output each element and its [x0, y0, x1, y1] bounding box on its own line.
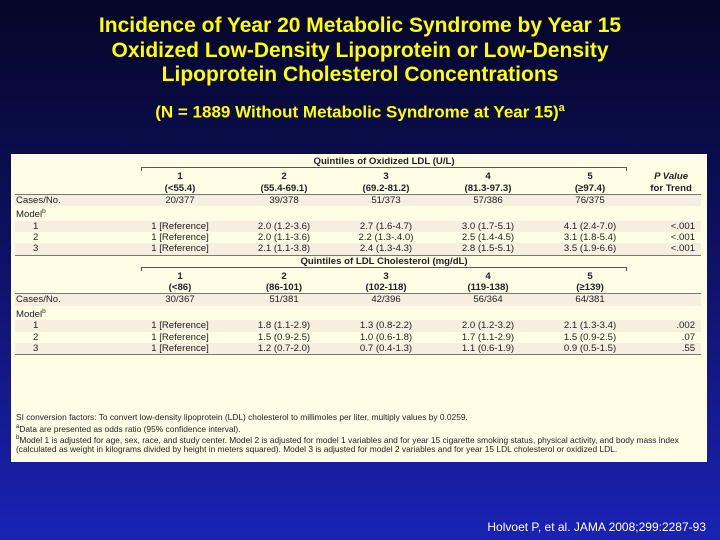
oxldl-col-3: 3: [383, 171, 389, 183]
table-row: 2 1 [Reference] 2.0 (1.1-3.6) 2.2 (1.3-.…: [33, 231, 696, 243]
footnote-si: SI conversion factors: To convert low-de…: [16, 412, 468, 422]
oxldl-cases-1: 20/377: [127, 194, 233, 207]
oxldl-cases-row: Cases/No. 20/377 39/378 51/373 57/386 76…: [15, 194, 702, 207]
table-footnotes: SI conversion factors: To convert low-de…: [16, 412, 702, 455]
title-line-2: Oxidized Low-Density Lipoprotein or Low-…: [111, 38, 609, 62]
ldlc-cases-row: Cases/No. 30/367 51/381 42/396 56/364 64…: [15, 293, 702, 306]
oxldl-col-2: 2: [281, 171, 287, 183]
cases-label: Cases/No.: [15, 194, 127, 207]
table-row: 3 1 [Reference] 2.1 (1.1-3.8) 2.4 (1.3-4…: [15, 243, 702, 256]
oxldl-range-3: (69.2-81.2): [335, 182, 437, 195]
oxldl-cases-3: 51/373: [335, 194, 437, 207]
table-row: 1 1 [Reference] 2.0 (1.2-3.6) 2.7 (1.6-4…: [15, 220, 702, 232]
oxldl-group-bar-row: [15, 167, 701, 172]
ldlc-col-5: 5: [587, 270, 593, 282]
ldlc-cases-2: 51/381: [233, 293, 335, 306]
oxldl-model-label-row: Modelb: [15, 206, 701, 220]
ldlc-group-header-row: Quintiles of LDL Cholesterol (mg/dL): [15, 255, 701, 267]
oxldl-col-4: 4: [485, 171, 491, 183]
results-table: Quintiles of Oxidized LDL (U/L) 1 2 3 4 …: [15, 156, 702, 356]
ldlc-quintile-number-row: 1 2 3 4 5: [15, 271, 701, 282]
ldlc-cases-4: 56/364: [437, 293, 539, 306]
ldlc-range-2: (86-101): [233, 282, 335, 295]
oxldl-cases-2: 39/378: [233, 194, 335, 207]
table-row: 1 1 [Reference] 1.8 (1.1-2.9) 1.3 (0.8-2…: [15, 320, 702, 332]
oxldl-col-1: 1: [177, 171, 183, 183]
oxldl-cases-4: 57/386: [437, 194, 539, 207]
table-row: 2 1 [Reference] 1.5 (0.9-2.5) 1.0 (0.6-1…: [33, 331, 696, 343]
ldlc-range-3: (102-118): [335, 282, 437, 295]
ldlc-col-4: 4: [485, 270, 491, 282]
slide-title: Incidence of Year 20 Metabolic Syndrome …: [0, 14, 720, 88]
oxldl-range-2: (55.4-69.1): [233, 182, 335, 195]
slide-subtitle: (N = 1889 Without Metabolic Syndrome at …: [0, 102, 720, 123]
ldlc-group-bar-row: [15, 266, 701, 271]
subtitle-text: (N = 1889 Without Metabolic Syndrome at …: [155, 102, 559, 122]
pvalue-header-trend: for Trend: [641, 182, 702, 195]
oxldl-group-header-row: Quintiles of Oxidized LDL (U/L): [15, 156, 701, 167]
citation: Holvoet P, et al. JAMA 2008;299:2287-93: [487, 520, 706, 534]
ldlc-col-3: 3: [383, 270, 389, 282]
ldlc-group-header: Quintiles of LDL Cholesterol (mg/dL): [300, 255, 468, 267]
oxldl-group-header: Quintiles of Oxidized LDL (U/L): [313, 156, 455, 167]
ldlc-cases-5: 64/381: [539, 293, 642, 306]
oxldl-col-5: 5: [587, 171, 593, 183]
cases-label: Cases/No.: [15, 293, 127, 306]
table-row: 3 1 [Reference] 1.2 (0.7-2.0) 0.7 (0.4-1…: [15, 342, 702, 356]
ldlc-col-2: 2: [281, 270, 287, 282]
ldlc-col-1: 1: [177, 270, 183, 282]
oxldl-range-5: (≥97.4): [539, 182, 642, 195]
model-label: Modelb: [16, 307, 46, 320]
model-label: Modelb: [16, 208, 46, 221]
table-panel: Quintiles of Oxidized LDL (U/L) 1 2 3 4 …: [11, 154, 707, 462]
ldlc-cases-3: 42/396: [335, 293, 437, 306]
ldlc-cases-1: 30/367: [127, 293, 233, 306]
ldlc-quintile-range-row: (<86) (86-101) (102-118) (119-138) (≥139…: [15, 282, 702, 295]
ldlc-range-5: (≥139): [539, 282, 642, 295]
title-line-3: Lipoprotein Cholesterol Concentrations: [161, 63, 559, 86]
footnote-b: bModel 1 is adjusted for age, sex, race,…: [16, 434, 679, 455]
title-line-1: Incidence of Year 20 Metabolic Syndrome …: [98, 14, 622, 37]
ldlc-range-1: (<86): [127, 282, 233, 295]
oxldl-quintile-number-row: 1 2 3 4 5 P Value: [15, 171, 701, 182]
oxldl-quintile-range-row: (<55.4) (55.4-69.1) (69.2-81.2) (81.3-97…: [15, 182, 702, 195]
subtitle-footnote-mark: a: [558, 102, 565, 114]
oxldl-range-1: (<55.4): [127, 182, 233, 195]
oxldl-range-4: (81.3-97.3): [437, 182, 539, 195]
oxldl-cases-5: 76/375: [539, 194, 642, 207]
footnote-a: aData are presented as odds ratio (95% c…: [16, 423, 241, 434]
pvalue-header: P Value: [654, 171, 689, 183]
ldlc-model-label-row: Modelb: [15, 306, 701, 320]
ldlc-range-4: (119-138): [437, 282, 539, 295]
